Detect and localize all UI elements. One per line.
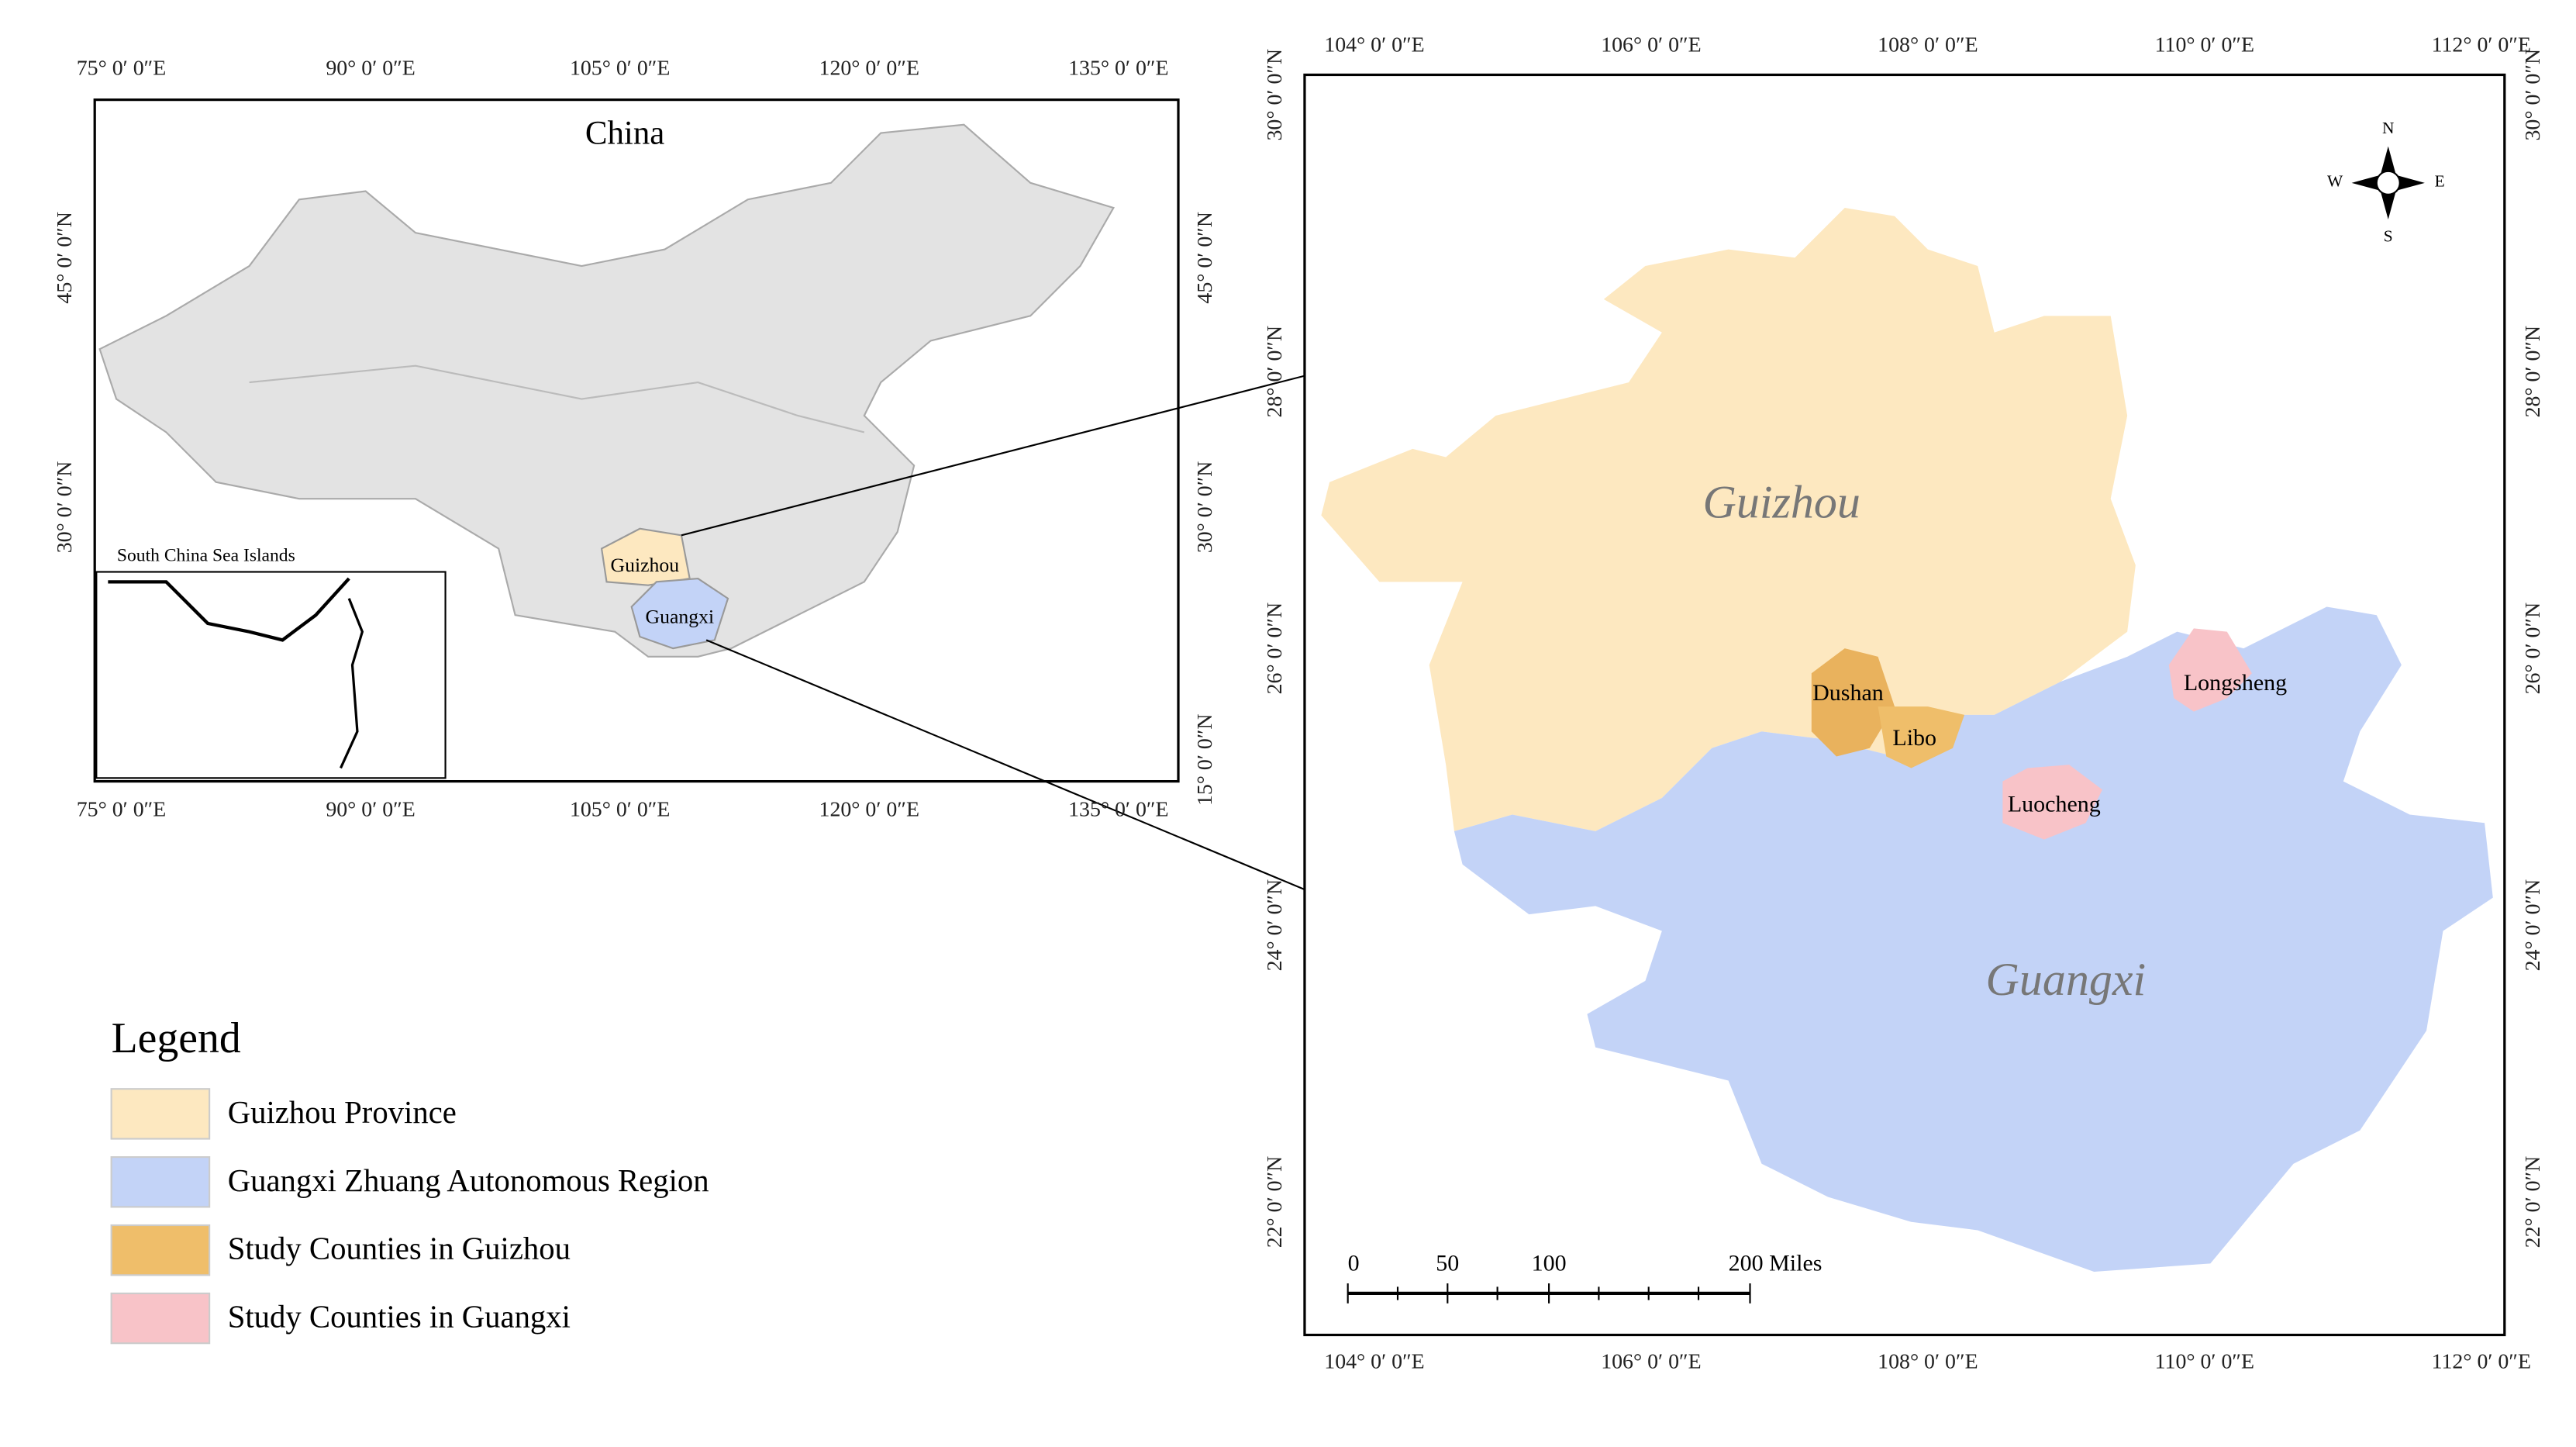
- x-tick-label: 106° 0′ 0″E: [1601, 33, 1701, 57]
- legend-item: Study Counties in Guizhou: [228, 1231, 571, 1266]
- scale-label: 200 Miles: [1729, 1250, 1823, 1276]
- x-tick-label: 90° 0′ 0″E: [326, 798, 416, 822]
- x-tick-label: 135° 0′ 0″E: [1068, 798, 1168, 822]
- luocheng-county: [2002, 765, 2102, 840]
- inset-frame: [95, 571, 447, 779]
- y-tick-label: 30° 0′ 0″N: [53, 461, 77, 554]
- x-tick-label: 106° 0′ 0″E: [1601, 1349, 1701, 1373]
- x-tick-label: 110° 0′ 0″E: [2155, 33, 2254, 57]
- y-tick-label: 45° 0′ 0″N: [1193, 212, 1217, 304]
- guangxi-small: [630, 577, 729, 650]
- county-label: Dushan: [1812, 680, 1884, 706]
- compass: [2351, 146, 2425, 219]
- compass-label: W: [2327, 172, 2343, 191]
- x-tick-label: 108° 0′ 0″E: [1878, 33, 1978, 57]
- region-label: Guangxi: [1985, 954, 2146, 1005]
- legend-title: Legend: [112, 1014, 241, 1062]
- x-tick-label: 110° 0′ 0″E: [2155, 1349, 2254, 1373]
- y-tick-label: 30° 0′ 0″N: [1193, 461, 1217, 554]
- inset-title: South China Sea Islands: [117, 546, 295, 566]
- scale-bar: [1347, 1283, 1751, 1304]
- y-tick-label: 26° 0′ 0″N: [2521, 603, 2545, 695]
- x-tick-label: 120° 0′ 0″E: [819, 798, 919, 822]
- compass-center: [2375, 170, 2401, 195]
- x-tick-label: 105° 0′ 0″E: [570, 798, 670, 822]
- y-tick-label: 26° 0′ 0″N: [1263, 603, 1287, 695]
- legend-swatch: [110, 1156, 211, 1208]
- county-label: Longsheng: [2184, 670, 2287, 696]
- y-tick-label: 22° 0′ 0″N: [1263, 1156, 1287, 1248]
- county-label: Libo: [1892, 725, 1936, 751]
- legend-item: Guizhou Province: [228, 1095, 457, 1130]
- x-tick-label: 75° 0′ 0″E: [77, 56, 167, 80]
- dushan-county: [1811, 648, 1895, 757]
- y-tick-label: 24° 0′ 0″N: [1263, 879, 1287, 972]
- x-tick-label: 75° 0′ 0″E: [77, 798, 167, 822]
- province-label: Guangxi: [646, 605, 715, 627]
- legend-swatch: [110, 1292, 211, 1345]
- guangxi-region: [1454, 606, 2493, 1273]
- legend-item: Study Counties in Guangxi: [228, 1300, 571, 1335]
- scale-label: 0: [1348, 1250, 1360, 1276]
- county-label: Luocheng: [2008, 792, 2101, 817]
- compass-label: N: [2382, 119, 2394, 137]
- legend-swatch: [110, 1224, 211, 1276]
- inset-islands: [340, 598, 364, 769]
- inset-coast: [108, 577, 350, 642]
- x-tick-label: 135° 0′ 0″E: [1068, 56, 1168, 80]
- x-tick-label: 108° 0′ 0″E: [1878, 1349, 1978, 1373]
- compass-label: S: [2384, 226, 2393, 245]
- scale-label: 50: [1436, 1250, 1459, 1276]
- x-tick-label: 120° 0′ 0″E: [819, 56, 919, 80]
- scale-label: 100: [1532, 1250, 1567, 1276]
- region-label: Guizhou: [1703, 477, 1860, 528]
- y-tick-label: 45° 0′ 0″N: [53, 212, 77, 304]
- compass-label: E: [2435, 172, 2445, 191]
- y-tick-label: 28° 0′ 0″N: [2521, 326, 2545, 418]
- y-tick-label: 28° 0′ 0″N: [1263, 326, 1287, 418]
- x-tick-label: 90° 0′ 0″E: [326, 56, 416, 80]
- map-title: China: [585, 116, 664, 152]
- legend-item: Guangxi Zhuang Autonomous Region: [228, 1163, 709, 1198]
- guizhou-region: [1321, 207, 2136, 831]
- x-tick-label: 112° 0′ 0″E: [2432, 33, 2531, 57]
- libo-county: [1878, 706, 1965, 768]
- scale-ticks: [1347, 1283, 1751, 1304]
- x-tick-label: 104° 0′ 0″E: [1324, 33, 1424, 57]
- y-tick-label: 30° 0′ 0″N: [1263, 49, 1287, 141]
- province-label: Guizhou: [611, 554, 680, 576]
- x-tick-label: 104° 0′ 0″E: [1324, 1349, 1424, 1373]
- x-tick-label: 105° 0′ 0″E: [570, 56, 670, 80]
- longsheng-county: [2168, 628, 2252, 712]
- y-tick-label: 24° 0′ 0″N: [2521, 879, 2545, 972]
- y-tick-label: 30° 0′ 0″N: [2521, 49, 2545, 141]
- legend-swatch: [110, 1088, 211, 1140]
- province-borders: [249, 364, 865, 433]
- y-tick-label: 22° 0′ 0″N: [2521, 1156, 2545, 1248]
- y-tick-label: 15° 0′ 0″N: [1193, 713, 1217, 806]
- x-tick-label: 112° 0′ 0″E: [2432, 1349, 2531, 1373]
- china-outline: [98, 123, 1115, 658]
